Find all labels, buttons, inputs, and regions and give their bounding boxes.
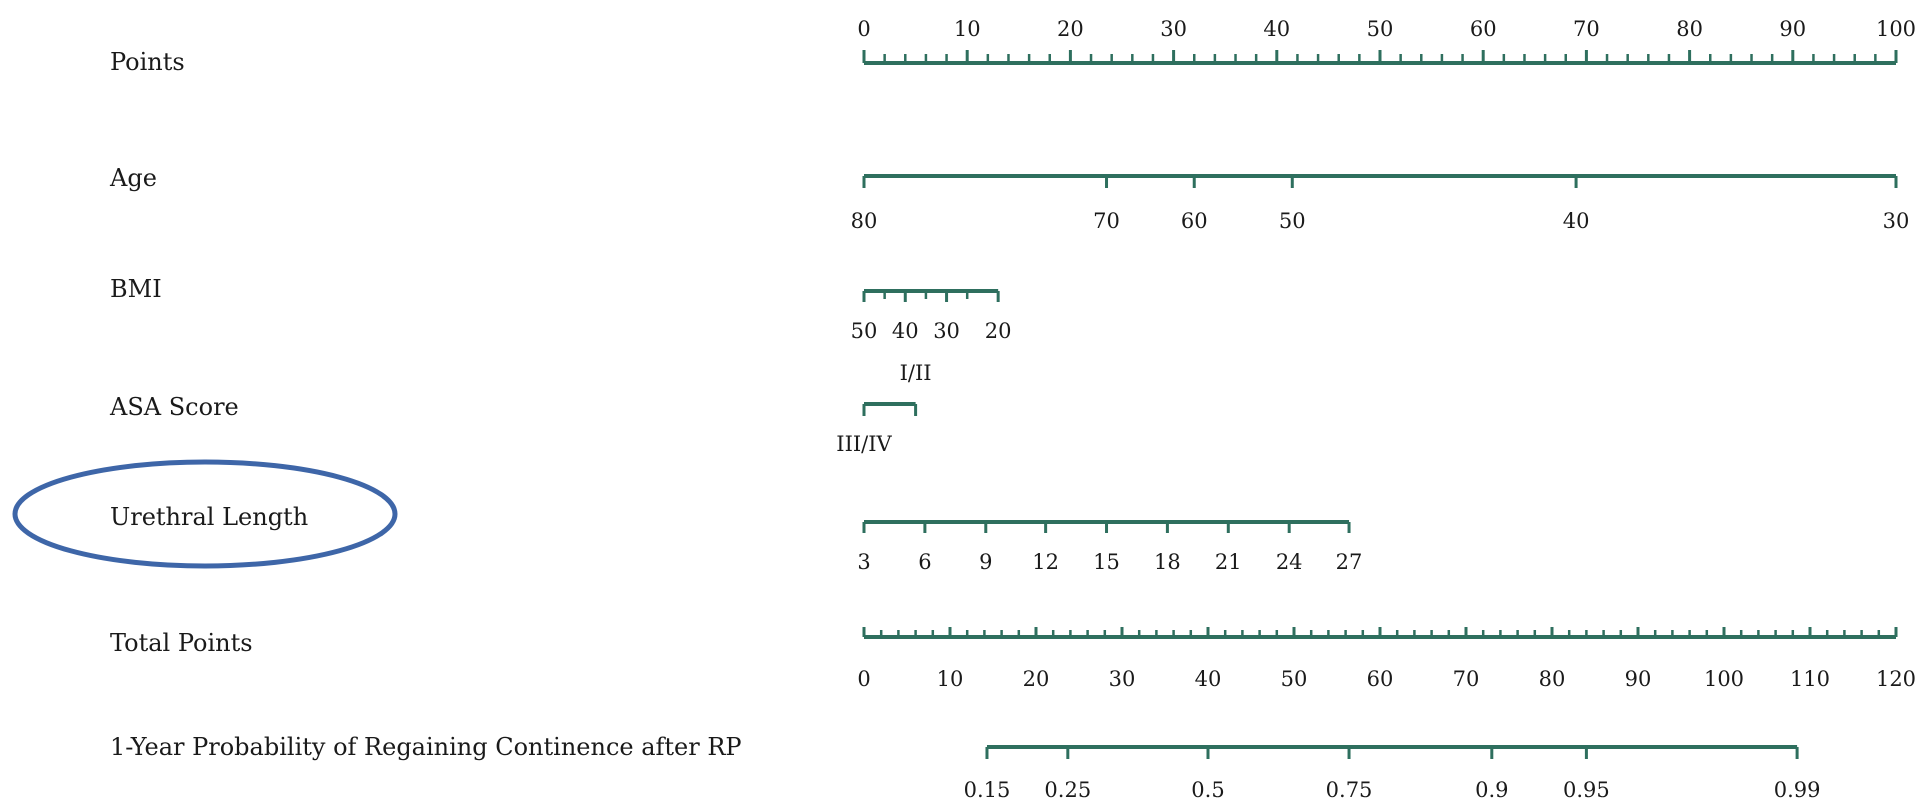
variable-labels: Points Age BMI ASA Score Urethral Length Tota… bbox=[109, 48, 742, 761]
axis-asa: III/IV I/II bbox=[836, 361, 931, 456]
tick-label-total: 10 bbox=[937, 667, 964, 691]
tick-label-points: 90 bbox=[1779, 17, 1806, 41]
tick-label-total: 90 bbox=[1625, 667, 1652, 691]
tick-label-age: 80 bbox=[851, 209, 878, 233]
tick-label-prob: 0.9 bbox=[1475, 778, 1508, 802]
tick-label-prob: 0.15 bbox=[964, 778, 1011, 802]
tick-label-total: 40 bbox=[1195, 667, 1222, 691]
tick-label-total: 80 bbox=[1539, 667, 1566, 691]
tick-label-prob: 0.75 bbox=[1326, 778, 1373, 802]
tick-label-points: 0 bbox=[857, 17, 870, 41]
tick-label-total: 20 bbox=[1023, 667, 1050, 691]
axis-bmi: 50 40 30 20 bbox=[851, 289, 1012, 343]
tick-label-bmi: 40 bbox=[892, 319, 919, 343]
tick-label-age: 40 bbox=[1563, 209, 1590, 233]
tick-label-asa: I/II bbox=[900, 361, 932, 385]
tick-label-prob: 0.25 bbox=[1044, 778, 1091, 802]
tick-label-points: 80 bbox=[1676, 17, 1703, 41]
tick-label-urethral: 3 bbox=[857, 550, 870, 574]
tick-label-total: 110 bbox=[1790, 667, 1830, 691]
label-asa: ASA Score bbox=[109, 393, 239, 421]
tick-label-points: 20 bbox=[1057, 17, 1084, 41]
tick-label-urethral: 18 bbox=[1154, 550, 1181, 574]
tick-label-total: 60 bbox=[1367, 667, 1394, 691]
tick-label-points: 40 bbox=[1263, 17, 1290, 41]
tick-label-points: 60 bbox=[1470, 17, 1497, 41]
label-points: Points bbox=[110, 48, 185, 76]
tick-label-points: 10 bbox=[954, 17, 981, 41]
axis-total: 0 10 20 30 40 50 60 70 80 90 100 110 120 bbox=[857, 627, 1916, 691]
label-prob: 1-Year Probability of Regaining Continen… bbox=[110, 733, 742, 761]
tick-label-total: 50 bbox=[1281, 667, 1308, 691]
tick-label-bmi: 20 bbox=[985, 319, 1012, 343]
tick-label-points: 30 bbox=[1160, 17, 1187, 41]
tick-label-urethral: 6 bbox=[918, 550, 931, 574]
tick-label-points: 70 bbox=[1573, 17, 1600, 41]
tick-label-total: 70 bbox=[1453, 667, 1480, 691]
tick-label-age: 50 bbox=[1279, 209, 1306, 233]
tick-label-total: 0 bbox=[857, 667, 870, 691]
tick-label-age: 60 bbox=[1181, 209, 1208, 233]
label-bmi: BMI bbox=[110, 275, 162, 303]
tick-label-prob: 0.5 bbox=[1191, 778, 1224, 802]
tick-label-age: 30 bbox=[1883, 209, 1910, 233]
axis-age: 80 70 60 50 40 30 bbox=[851, 174, 1910, 233]
tick-label-urethral: 12 bbox=[1032, 550, 1059, 574]
tick-label-total: 30 bbox=[1109, 667, 1136, 691]
tick-label-points: 100 bbox=[1876, 17, 1916, 41]
tick-label-prob: 0.95 bbox=[1563, 778, 1610, 802]
label-urethral: Urethral Length bbox=[110, 503, 308, 531]
tick-label-urethral: 15 bbox=[1093, 550, 1120, 574]
tick-label-bmi: 30 bbox=[933, 319, 960, 343]
tick-label-urethral: 27 bbox=[1336, 550, 1363, 574]
label-total: Total Points bbox=[110, 629, 253, 657]
tick-label-prob: 0.99 bbox=[1774, 778, 1821, 802]
tick-label-urethral: 24 bbox=[1276, 550, 1303, 574]
axis-points: 0 10 20 30 40 50 60 70 80 90 100 bbox=[857, 17, 1916, 65]
axis-urethral: 3 6 9 12 15 18 21 24 27 bbox=[857, 520, 1363, 574]
tick-label-bmi: 50 bbox=[851, 319, 878, 343]
highlight-ellipse bbox=[12, 459, 398, 569]
axis-prob: 0.15 0.25 0.5 0.75 0.9 0.95 0.99 bbox=[964, 745, 1821, 802]
tick-label-urethral: 9 bbox=[979, 550, 992, 574]
tick-label-urethral: 21 bbox=[1215, 550, 1242, 574]
tick-label-age: 70 bbox=[1093, 209, 1120, 233]
tick-label-asa: III/IV bbox=[836, 432, 892, 456]
tick-label-total: 120 bbox=[1876, 667, 1916, 691]
tick-label-points: 50 bbox=[1367, 17, 1394, 41]
tick-label-total: 100 bbox=[1704, 667, 1744, 691]
label-age: Age bbox=[109, 164, 157, 192]
